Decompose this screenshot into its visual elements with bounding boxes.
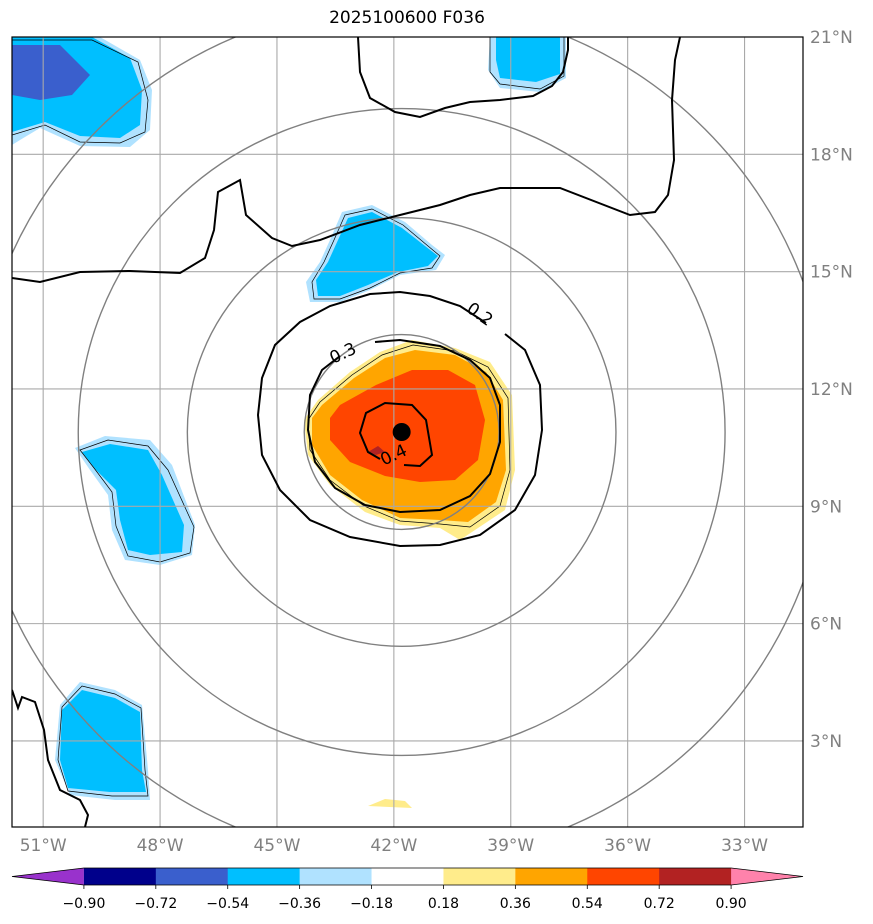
positive-field-core [304, 340, 515, 808]
y-tick-label-2: 9°N [810, 497, 842, 517]
blob-central-core [316, 212, 438, 296]
colorbar-bin-4 [299, 868, 373, 885]
map-frame [11, 36, 804, 828]
x-tick-label-3: 42°W [370, 836, 417, 856]
contour-label-0: 0.2 [463, 299, 497, 331]
negative-field-blobs [12, 37, 566, 800]
colorbar-bin-9 [659, 868, 732, 885]
blob-west-core [82, 444, 184, 555]
x-tick-label-4: 39°W [487, 836, 534, 856]
colorbar: −0.90 −0.72 −0.54 −0.36 −0.18 0.18 0.36 0.54 0.7… [11, 867, 804, 912]
colorbar-extend-low [12, 868, 84, 885]
contour-0-sw-coast [12, 689, 90, 827]
colorbar-label-5: 0.18 [428, 896, 459, 912]
colorbar-label-7: 0.54 [572, 896, 603, 912]
colorbar-bin-6 [443, 868, 516, 885]
blob-north-core [496, 37, 560, 82]
colorbar-bin-1 [83, 868, 157, 885]
colorbar-bin-5 [371, 868, 444, 885]
colorbar-bin-8 [587, 868, 660, 885]
colorbar-bin-3 [227, 868, 301, 885]
x-tick-label-2: 45°W [253, 836, 300, 856]
storm-center-marker [392, 423, 411, 441]
y-tick-label-3: 12°N [810, 380, 853, 400]
contour-lines [12, 37, 681, 827]
colorbar-label-3: −0.36 [278, 896, 321, 912]
y-tick-label-4: 15°N [810, 263, 853, 283]
chart-title: 2025100600 F036 [329, 8, 485, 28]
y-tick-label-1: 6°N [810, 615, 842, 635]
colorbar-label-2: −0.54 [206, 896, 249, 912]
range-ring-1 [186, 216, 617, 648]
map-area: 0.20.30.4 [12, 37, 803, 827]
x-axis-ticks: 51°W 48°W 45°W 42°W 39°W 36°W 33°W [20, 836, 769, 856]
range-rings [12, 37, 803, 827]
core-south-blip [368, 799, 412, 808]
colorbar-label-8: 0.72 [644, 896, 675, 912]
x-tick-label-5: 36°W [604, 836, 651, 856]
contour-0-2 [256, 290, 544, 548]
range-ring-2 [77, 107, 726, 757]
blob-nw-core [12, 45, 90, 100]
core-darkred [368, 446, 385, 455]
colorbar-label-4: −0.18 [350, 896, 393, 912]
y-tick-label-6: 21°N [810, 28, 853, 48]
x-tick-label-1: 48°W [137, 836, 184, 856]
gridlines [12, 37, 803, 827]
colorbar-extend-high [731, 868, 803, 885]
y-axis-ticks: 3°N 6°N 9°N 12°N 15°N 18°N 21°N [810, 28, 853, 752]
y-tick-label-0: 3°N [810, 732, 842, 752]
colorbar-label-9: 0.90 [716, 896, 747, 912]
contour-0-north [357, 37, 569, 119]
y-tick-label-5: 18°N [810, 145, 853, 165]
contour-0-3 [306, 338, 501, 514]
contour-0-4 [358, 401, 434, 468]
x-tick-label-6: 33°W [721, 836, 768, 856]
colorbar-bin-7 [515, 868, 588, 885]
colorbar-label-0: −0.90 [62, 896, 105, 912]
contour-0-boundary [12, 37, 681, 284]
colorbar-bin-2 [155, 868, 229, 885]
colorbar-label-1: −0.72 [134, 896, 177, 912]
x-tick-label-0: 51°W [20, 836, 67, 856]
colorbar-label-6: 0.36 [500, 896, 531, 912]
